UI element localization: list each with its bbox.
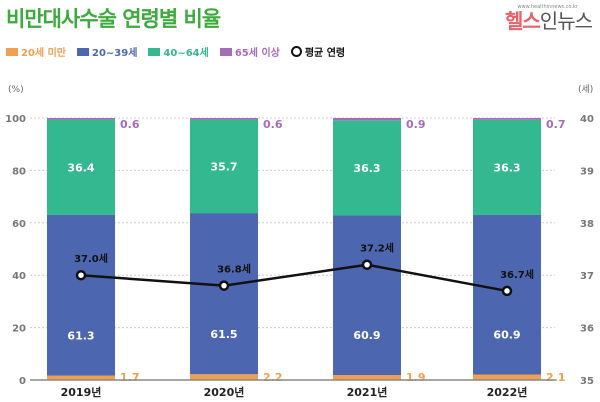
data-label-1: 61.3 bbox=[67, 329, 94, 342]
logo-part-b: 인뉴스 bbox=[539, 9, 593, 33]
right-tick-label: 37 bbox=[580, 271, 594, 282]
data-label-2: 36.4 bbox=[67, 161, 94, 174]
legend-item-40-64: 40~64세 bbox=[148, 44, 209, 59]
bar-segment-2 bbox=[333, 120, 401, 216]
right-tick-label: 36 bbox=[580, 324, 594, 335]
bar-segment-3 bbox=[47, 118, 115, 120]
data-label-1: 61.5 bbox=[210, 328, 237, 341]
left-tick-label: 20 bbox=[12, 324, 26, 335]
right-axis-unit: (세) bbox=[578, 84, 593, 95]
avg-age-label: 37.0세 bbox=[74, 252, 108, 265]
avg-age-point bbox=[361, 259, 373, 270]
left-tick-label: 100 bbox=[5, 114, 26, 125]
left-tick-label: 40 bbox=[12, 271, 26, 282]
bar-segment-3 bbox=[473, 118, 541, 120]
bar-segment-2 bbox=[473, 119, 541, 215]
data-label-65plus: 0.6 bbox=[120, 118, 140, 131]
avg-age-point bbox=[75, 269, 87, 281]
data-label-under20: 1.7 bbox=[120, 371, 140, 384]
data-label-under20: 1.9 bbox=[406, 371, 426, 384]
data-label-2: 36.3 bbox=[493, 161, 520, 174]
bar-segment-1 bbox=[333, 215, 401, 376]
legend-item-under20: 20세 미만 bbox=[6, 44, 66, 59]
bar-segment-3 bbox=[333, 118, 401, 121]
bar-segment-0 bbox=[47, 375, 115, 380]
category-label: 2021년 bbox=[347, 385, 388, 399]
data-label-1: 60.9 bbox=[353, 329, 380, 342]
data-label-65plus: 0.9 bbox=[406, 118, 426, 131]
logo: www.healthinnews.co.kr 헬스인뉴스 bbox=[504, 4, 593, 33]
right-tick-label: 39 bbox=[580, 166, 594, 177]
logo-main: 헬스인뉴스 bbox=[504, 9, 593, 33]
bar-segment-0 bbox=[333, 375, 401, 380]
category-label: 2022년 bbox=[487, 385, 528, 399]
left-tick-label: 60 bbox=[12, 219, 26, 230]
avg-age-label: 36.8세 bbox=[217, 263, 251, 276]
data-label-2: 35.7 bbox=[210, 160, 237, 173]
logo-url: www.healthinnews.co.kr bbox=[517, 4, 578, 10]
data-label-65plus: 0.6 bbox=[263, 118, 283, 131]
legend-item-65plus: 65세 이상 bbox=[219, 44, 280, 59]
avg-age-label: 36.7세 bbox=[500, 268, 534, 281]
bar-segment-0 bbox=[473, 374, 541, 380]
data-label-2: 36.3 bbox=[353, 162, 380, 175]
bar-segment-2 bbox=[47, 119, 115, 215]
legend-item-20-39: 20~39세 bbox=[77, 44, 137, 59]
avg-age-point bbox=[501, 285, 513, 297]
chart-title: 비만대사수술 연령별 비율 bbox=[6, 7, 221, 31]
legend: 20세 미만 20~39세 40~64세 65세 이상 평균 연령 bbox=[6, 44, 345, 59]
category-label: 2020년 bbox=[204, 385, 245, 399]
right-tick-label: 35 bbox=[580, 376, 594, 387]
data-label-under20: 2.1 bbox=[546, 371, 566, 384]
category-label: 2019년 bbox=[61, 385, 102, 399]
left-axis-unit: (%) bbox=[8, 85, 24, 95]
logo-part-a: 헬스 bbox=[504, 9, 541, 33]
data-label-under20: 2.2 bbox=[263, 371, 283, 384]
avg-age-point bbox=[218, 280, 230, 291]
left-tick-label: 80 bbox=[12, 166, 26, 177]
right-tick-label: 38 bbox=[580, 219, 594, 230]
avg-age-line bbox=[80, 263, 508, 293]
avg-age-label: 37.2세 bbox=[360, 242, 394, 255]
left-tick-label: 0 bbox=[19, 376, 26, 387]
bar-segment-2 bbox=[190, 119, 258, 214]
bar-segment-1 bbox=[47, 214, 115, 376]
data-label-65plus: 0.7 bbox=[546, 118, 566, 131]
bar-segment-0 bbox=[190, 374, 258, 380]
bar-segment-3 bbox=[190, 118, 258, 120]
right-tick-label: 40 bbox=[580, 114, 594, 125]
data-label-1: 60.9 bbox=[493, 329, 520, 342]
legend-item-avg-age: 평균 연령 bbox=[290, 44, 345, 59]
bar-segment-1 bbox=[190, 213, 258, 375]
